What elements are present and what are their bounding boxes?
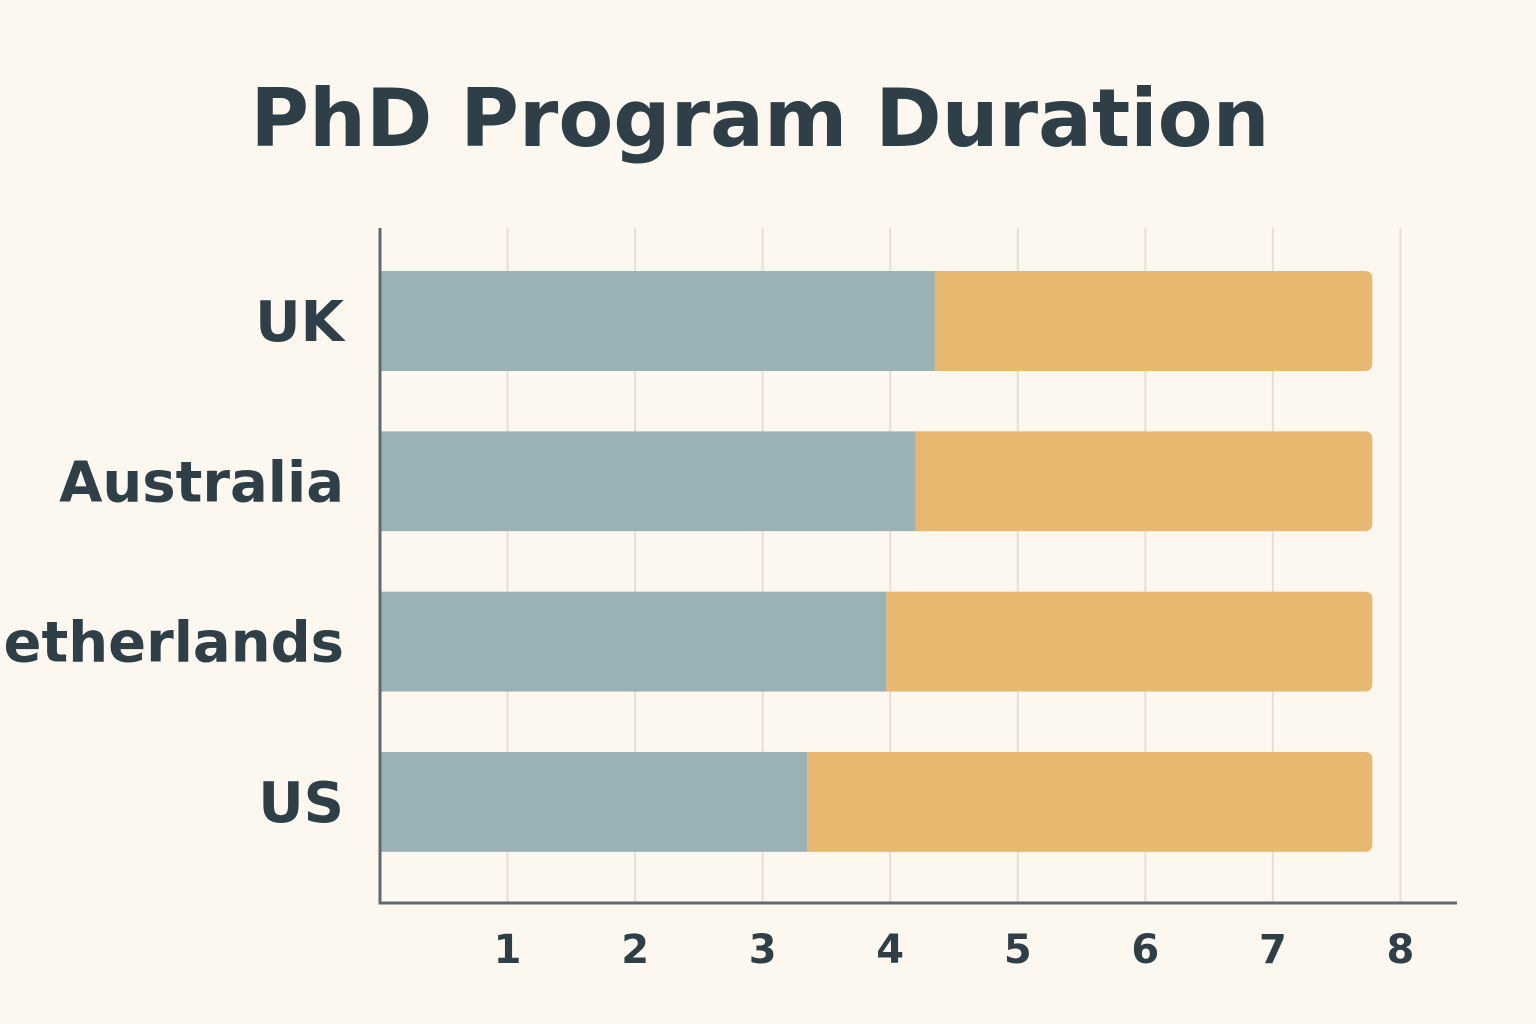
x-tick-labels: 1 2 3 4 5 6 7 8 <box>494 927 1415 973</box>
x-tick-label: 4 <box>876 927 904 973</box>
bar-row <box>380 751 1373 852</box>
x-tick-label: 8 <box>1387 927 1415 973</box>
category-label: Netherlands <box>0 611 344 676</box>
x-tick-label: 1 <box>494 927 522 973</box>
category-labels: UK Australia Netherlands US <box>0 290 347 836</box>
x-tick-label: 7 <box>1259 927 1287 973</box>
bar-segment-2 <box>915 431 1373 532</box>
x-tick-label: 2 <box>621 927 649 973</box>
bar-row <box>380 271 1373 371</box>
x-tick-label: 3 <box>749 927 777 973</box>
category-label: UK <box>255 290 346 355</box>
category-label: US <box>258 771 344 836</box>
x-tick-label: 5 <box>1004 927 1032 973</box>
bar-segment-2 <box>886 591 1373 692</box>
chart-title: PhD Program Duration <box>250 72 1269 165</box>
bar-segment-2 <box>807 751 1373 852</box>
bar-segment-1 <box>380 751 808 852</box>
bar-row <box>380 591 1373 692</box>
category-label: Australia <box>59 450 344 515</box>
bar-segment-1 <box>380 431 916 532</box>
bars <box>380 271 1373 852</box>
x-tick-label: 6 <box>1131 927 1159 973</box>
bar-segment-1 <box>380 591 887 692</box>
axes <box>378 228 1457 905</box>
bar-segment-1 <box>380 271 935 371</box>
bar-segment-2 <box>934 271 1373 371</box>
bar-row <box>380 431 1373 532</box>
